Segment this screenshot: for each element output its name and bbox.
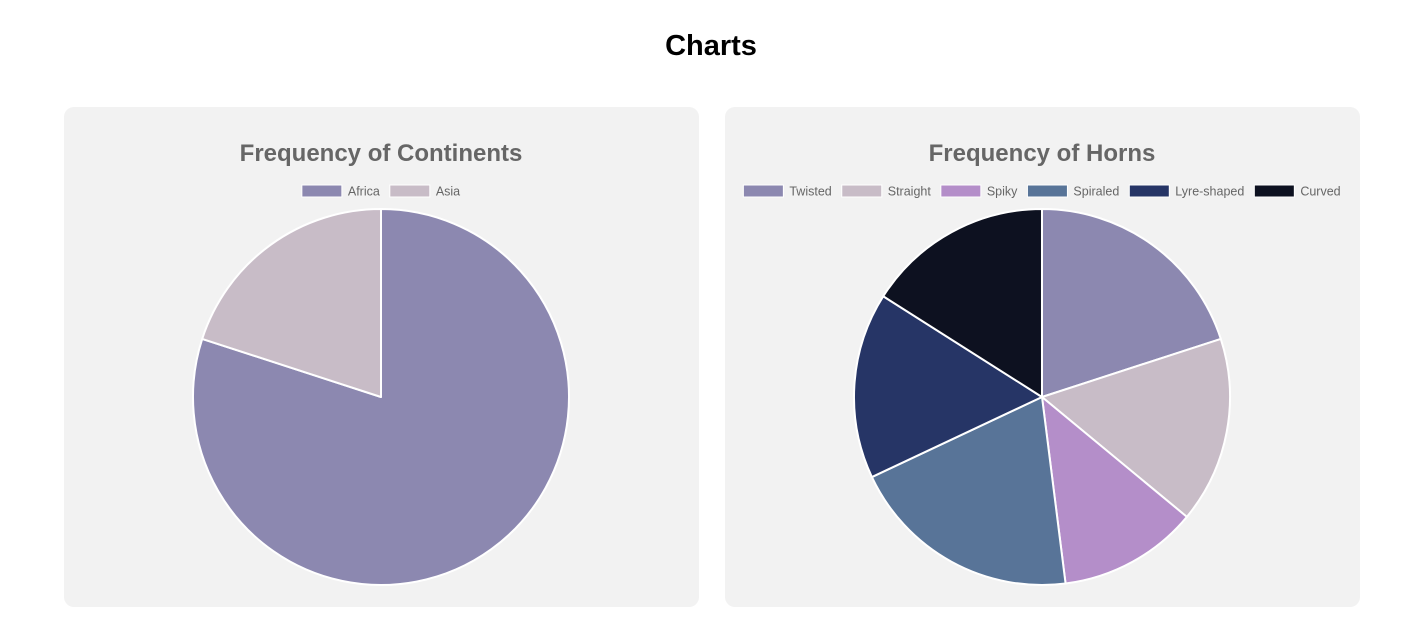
horns-slice-spiky[interactable] [1041, 396, 1188, 585]
horns-legend-swatch-spiky[interactable] [940, 184, 982, 198]
horns-legend-swatch-curved[interactable] [1253, 184, 1295, 198]
horns-slices [853, 208, 1231, 586]
continents-legend-label-africa: Africa [348, 185, 380, 199]
horns-slice-twisted[interactable] [1041, 208, 1222, 398]
horns-pie-chart: Frequency of Horns Twisted Straight Spiky S… [742, 140, 1341, 586]
horns-chart-card: Frequency of Horns Twisted Straight Spiky S… [725, 107, 1360, 607]
horns-slice-curved[interactable] [882, 208, 1043, 398]
horns-legend-label-spiraled: Spiraled [1073, 185, 1119, 199]
page-title: Charts [665, 30, 757, 62]
horns-chart-title: Frequency of Horns [929, 140, 1156, 167]
continents-chart-title: Frequency of Continents [240, 140, 523, 167]
horns-legend-label-spiky: Spiky [987, 185, 1018, 199]
continents-slice-asia[interactable] [201, 208, 382, 398]
continents-pie-chart: Frequency of Continents Africa Asia [192, 140, 570, 586]
horns-legend: Twisted Straight Spiky Spiraled Lyre-shaped C… [742, 184, 1341, 199]
horns-legend-swatch-straight[interactable] [841, 184, 883, 198]
horns-legend-label-lyre-shaped: Lyre-shaped [1175, 185, 1244, 199]
horns-slice-lyre-shaped[interactable] [853, 295, 1043, 479]
continents-legend-swatch-asia[interactable] [389, 184, 431, 198]
horns-legend-label-twisted: Twisted [789, 185, 831, 199]
continents-slices [192, 208, 570, 586]
horns-legend-swatch-spiraled[interactable] [1026, 184, 1068, 198]
continents-chart-card: Frequency of Continents Africa Asia [64, 107, 699, 607]
horns-legend-label-curved: Curved [1300, 185, 1340, 199]
continents-legend-label-asia: Asia [436, 185, 460, 199]
horns-legend-label-straight: Straight [888, 185, 932, 199]
continents-legend-swatch-africa[interactable] [301, 184, 343, 198]
horns-slice-spiraled[interactable] [870, 396, 1067, 586]
continents-legend: Africa Asia [301, 184, 460, 199]
horns-slice-straight[interactable] [1041, 337, 1231, 518]
horns-legend-swatch-twisted[interactable] [742, 184, 784, 198]
horns-legend-swatch-lyre-shaped[interactable] [1128, 184, 1170, 198]
